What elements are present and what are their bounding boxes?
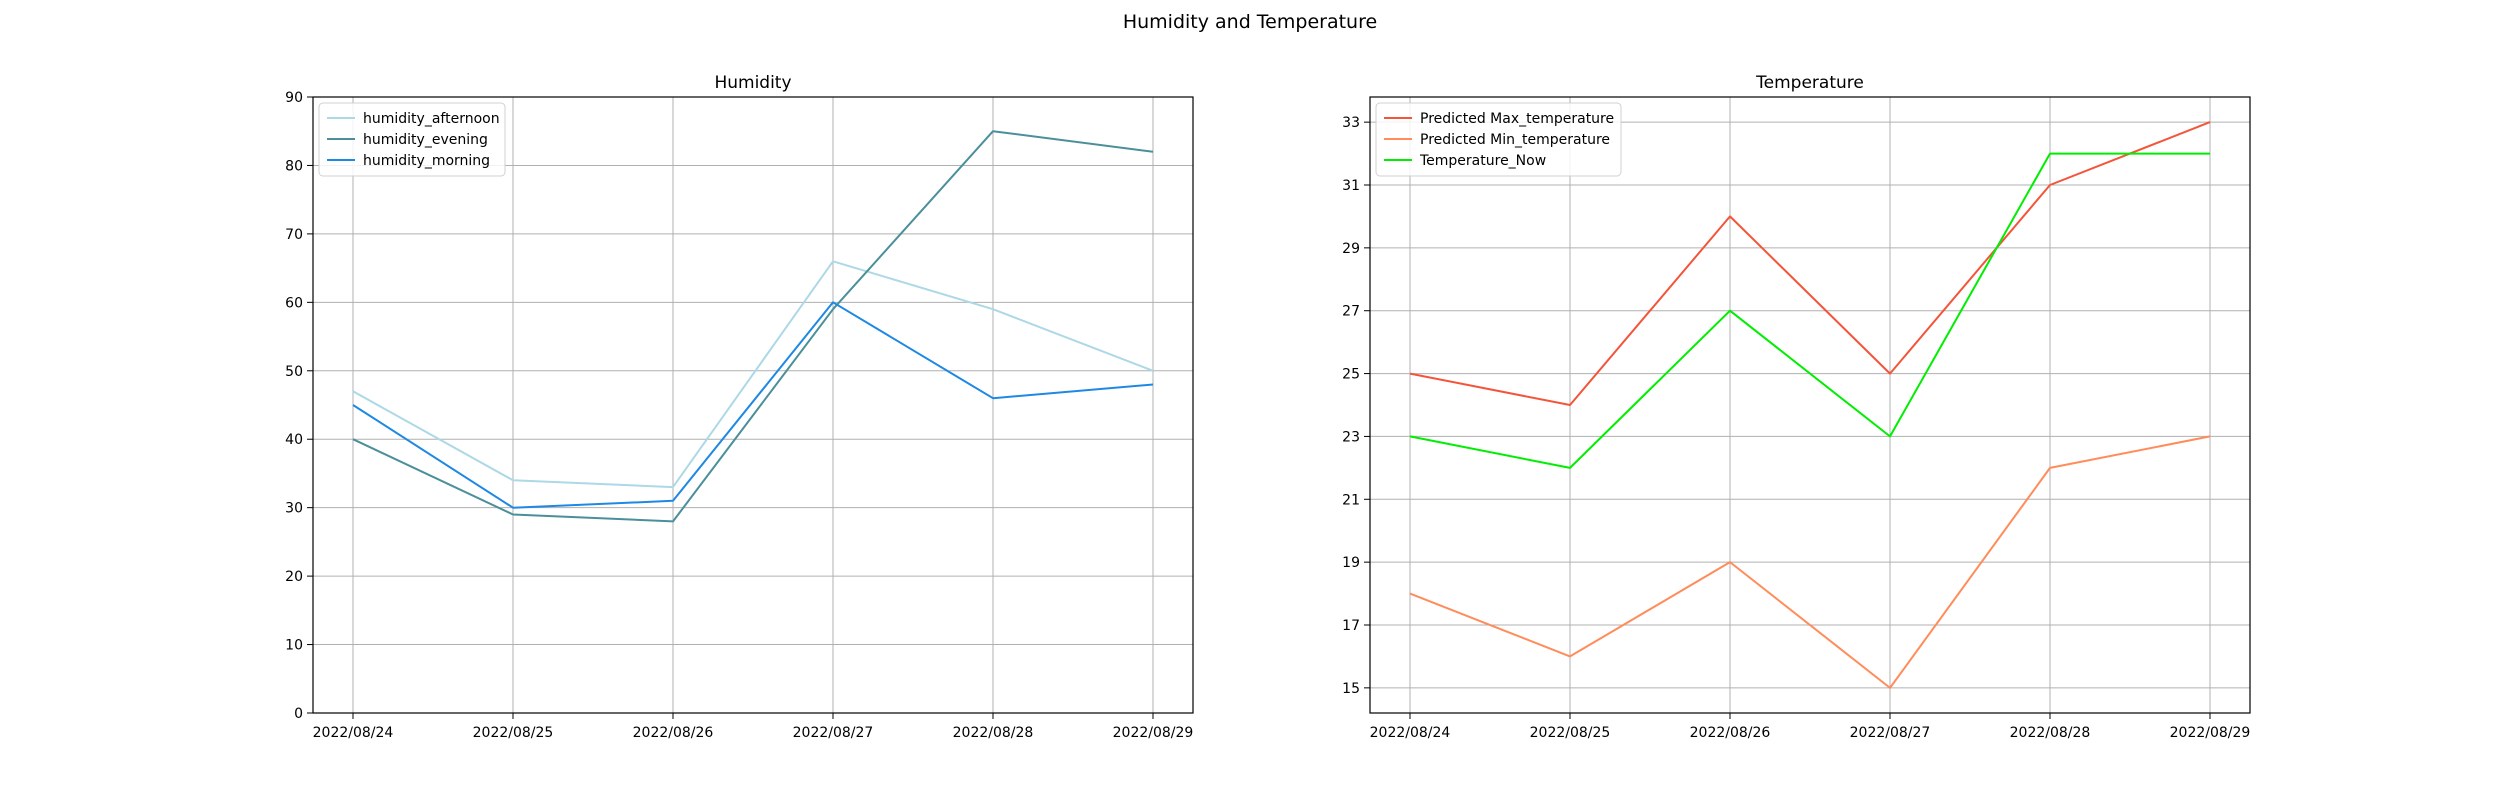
x-tick-label: 2022/08/27 xyxy=(1850,725,1931,741)
y-tick-label: 30 xyxy=(285,501,303,517)
y-tick-label: 33 xyxy=(1342,115,1360,131)
y-tick-label: 50 xyxy=(285,364,303,380)
x-tick-label: 2022/08/26 xyxy=(633,725,714,741)
x-tick-label: 2022/08/29 xyxy=(2170,725,2251,741)
axes-frame xyxy=(312,96,1194,714)
y-tick-label: 40 xyxy=(285,432,303,448)
y-tick-label: 27 xyxy=(1342,304,1360,320)
y-tick-label: 21 xyxy=(1342,492,1360,508)
legend-label: humidity_morning xyxy=(363,153,490,169)
y-tick-label: 31 xyxy=(1342,178,1360,194)
chart-title: Temperature xyxy=(1755,73,1864,93)
y-tick-label: 80 xyxy=(285,158,303,174)
y-tick-label: 23 xyxy=(1342,429,1360,445)
plot-area xyxy=(313,97,1193,713)
legend-box xyxy=(318,102,506,177)
x-tick-label: 2022/08/24 xyxy=(313,725,394,741)
legend-label: humidity_evening xyxy=(363,132,488,148)
y-tick-label: 25 xyxy=(1342,367,1360,383)
x-tick-label: 2022/08/28 xyxy=(2010,725,2091,741)
y-tick-label: 60 xyxy=(285,295,303,311)
series-line-humidity-afternoon xyxy=(352,260,1154,489)
y-tick-label: 0 xyxy=(294,706,303,722)
series-line-humidity-morning xyxy=(352,301,1154,509)
series-line-predicted-max-temperature xyxy=(1409,121,2211,406)
x-tick-label: 2022/08/24 xyxy=(1370,725,1451,741)
x-tick-label: 2022/08/25 xyxy=(1530,725,1611,741)
legend-label: humidity_afternoon xyxy=(363,111,500,127)
y-tick-label: 10 xyxy=(285,638,303,654)
y-tick-label: 70 xyxy=(285,227,303,243)
series-line-predicted-min-temperature xyxy=(1409,435,2211,689)
x-tick-label: 2022/08/27 xyxy=(793,725,874,741)
y-tick-label: 15 xyxy=(1342,681,1360,697)
x-tick-label: 2022/08/28 xyxy=(953,725,1034,741)
y-tick-label: 90 xyxy=(285,90,303,106)
y-tick-label: 29 xyxy=(1342,241,1360,257)
legend-label: Temperature_Now xyxy=(1419,153,1546,169)
axes-frame xyxy=(1369,96,2251,714)
y-tick-label: 17 xyxy=(1342,618,1360,634)
chart-title: Humidity xyxy=(714,73,791,93)
figure-title: Humidity and Temperature xyxy=(1123,11,1377,33)
legend-box xyxy=(1375,102,1622,177)
plot-area xyxy=(1370,97,2250,713)
y-tick-label: 19 xyxy=(1342,555,1360,571)
x-tick-label: 2022/08/29 xyxy=(1113,725,1194,741)
series-line-temperature-now xyxy=(1409,152,2210,469)
legend: Predicted Max_temperature Predicted Min_t… xyxy=(1375,102,1622,177)
humidity-chart: 2022/08/24 2022/08/25 2022/08/26 2022/08/27… xyxy=(285,73,1194,741)
legend: humidity_afternoon humidity_eveninghumidi… xyxy=(318,102,506,177)
temperature-chart: 2022/08/24 2022/08/25 2022/08/26 2022/08/27… xyxy=(1342,73,2251,741)
legend-label: Predicted Max_temperature xyxy=(1420,111,1614,127)
series-line-humidity-evening xyxy=(352,130,1154,523)
x-tick-label: 2022/08/25 xyxy=(473,725,554,741)
x-tick-label: 2022/08/26 xyxy=(1690,725,1771,741)
y-tick-label: 20 xyxy=(285,569,303,585)
legend-label: Predicted Min_temperature xyxy=(1420,132,1610,148)
